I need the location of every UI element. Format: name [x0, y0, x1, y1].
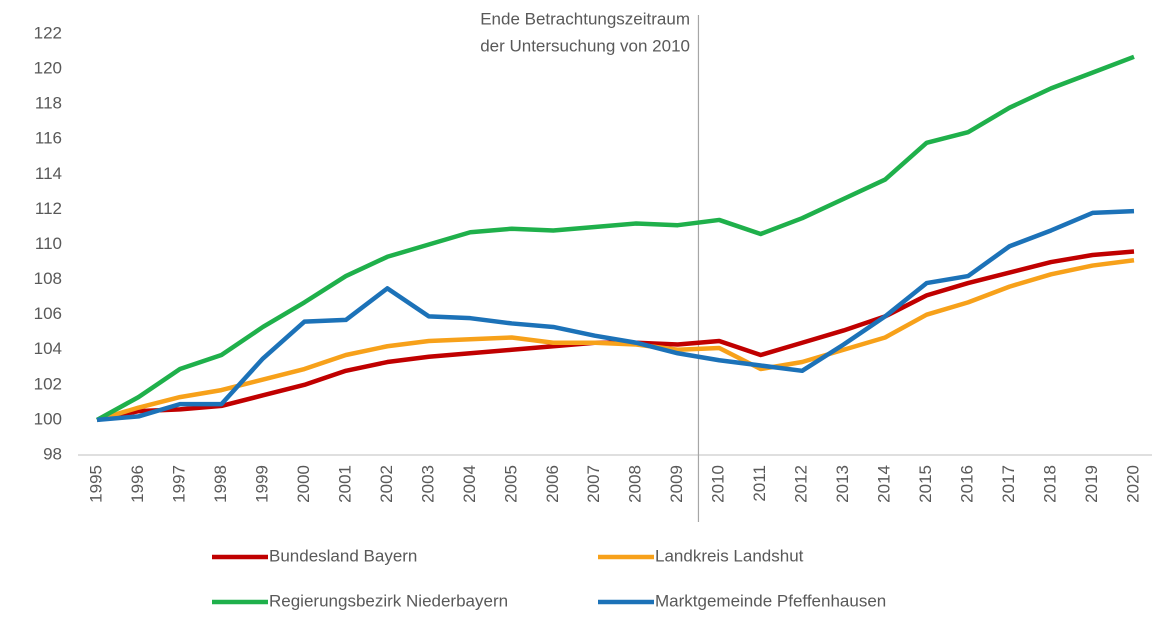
annotation: der Untersuchung von 2010 [480, 36, 690, 55]
x-tick-label: 2014 [875, 465, 894, 503]
y-tick-label: 102 [34, 374, 62, 393]
x-tick-label: 2016 [958, 465, 977, 503]
legend-label: Marktgemeinde Pfeffenhausen [655, 591, 886, 610]
x-tick-label: 1996 [128, 465, 147, 503]
x-tick-label: 2005 [501, 465, 520, 503]
y-tick-label: 114 [35, 164, 62, 183]
x-tick-label: 2001 [335, 465, 354, 503]
x-tick-label: 2015 [916, 465, 935, 503]
x-tick-label: 1998 [211, 465, 230, 503]
x-tick-label: 2011 [750, 465, 769, 502]
x-tick-label: 2008 [626, 465, 645, 503]
y-tick-label: 98 [43, 444, 62, 463]
x-tick-label: 1997 [169, 465, 188, 503]
y-tick-label: 108 [34, 269, 62, 288]
x-tick-label: 2003 [418, 465, 437, 503]
y-tick-label: 122 [34, 23, 62, 42]
x-tick-label: 2004 [460, 465, 479, 503]
y-tick-label: 120 [34, 59, 62, 78]
y-tick-label: 112 [35, 199, 62, 218]
x-tick-label: 2002 [377, 465, 396, 503]
y-tick-label: 118 [35, 94, 62, 113]
y-tick-label: 100 [34, 409, 62, 428]
x-tick-label: 2000 [294, 465, 313, 503]
series-line [96, 208, 1135, 423]
legend-label: Bundesland Bayern [269, 546, 417, 565]
legend-label: Regierungsbezirk Niederbayern [269, 591, 508, 610]
x-tick-label: 2009 [667, 465, 686, 503]
x-tick-label: 2017 [999, 465, 1018, 503]
x-tick-label: 2012 [792, 465, 811, 503]
legend-label: Landkreis Landshut [655, 546, 804, 565]
x-tick-label: 1999 [252, 465, 271, 503]
x-tick-label: 2020 [1123, 465, 1142, 503]
x-tick-label: 2010 [709, 465, 728, 503]
series-line [96, 258, 1135, 423]
y-tick-label: 104 [34, 339, 62, 358]
x-tick-label: 2006 [543, 465, 562, 503]
annotation: Ende Betrachtungszeitraum [480, 9, 690, 28]
y-tick-label: 110 [35, 234, 62, 253]
series-line [95, 54, 1135, 422]
x-tick-label: 2019 [1082, 465, 1101, 503]
x-tick-label: 1995 [86, 465, 105, 503]
x-tick-label: 2007 [584, 465, 603, 503]
x-tick-label: 2018 [1041, 465, 1060, 503]
y-tick-label: 106 [34, 304, 62, 323]
y-tick-label: 116 [35, 129, 62, 148]
x-tick-label: 2013 [833, 465, 852, 503]
